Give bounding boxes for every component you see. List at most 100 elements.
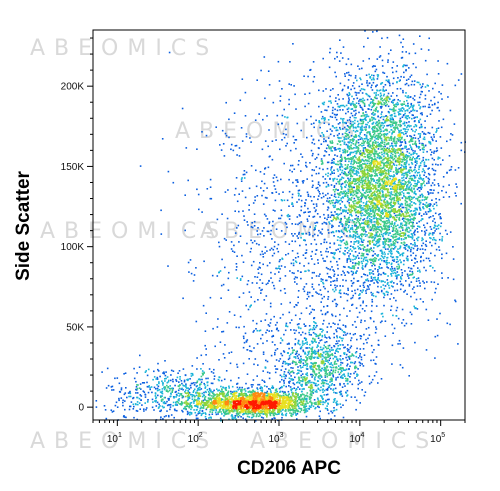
data-point — [390, 281, 393, 284]
data-point — [280, 178, 282, 181]
data-point — [326, 352, 329, 354]
data-point — [199, 407, 202, 410]
data-point — [246, 415, 249, 418]
data-point — [385, 134, 388, 136]
data-point — [381, 153, 383, 156]
data-point — [372, 121, 375, 124]
data-point — [271, 192, 274, 194]
data-point — [342, 376, 344, 379]
data-point — [326, 161, 329, 164]
data-point — [319, 216, 321, 218]
data-point — [424, 248, 427, 251]
data-point — [175, 393, 178, 396]
data-point — [390, 144, 393, 147]
data-point — [325, 382, 328, 385]
data-point — [406, 273, 409, 276]
data-point — [395, 164, 398, 167]
data-point — [378, 279, 381, 282]
data-point — [414, 207, 416, 210]
data-point — [319, 410, 321, 413]
data-point — [344, 346, 346, 349]
data-point — [345, 224, 347, 226]
data-point — [339, 159, 341, 162]
data-point — [407, 102, 409, 105]
data-point — [281, 375, 283, 378]
data-point — [353, 122, 356, 125]
data-point — [172, 404, 174, 407]
data-point — [349, 116, 351, 119]
data-point — [386, 262, 388, 264]
data-point — [283, 162, 285, 165]
data-point — [166, 410, 168, 412]
data-point — [350, 396, 353, 398]
data-point — [201, 372, 204, 375]
data-point — [373, 320, 375, 323]
data-point — [400, 223, 402, 226]
data-point — [221, 129, 224, 132]
data-point — [416, 110, 418, 112]
data-point — [416, 249, 418, 251]
data-point — [190, 375, 193, 377]
data-point — [335, 289, 337, 291]
data-point — [307, 193, 310, 196]
data-point — [337, 327, 339, 329]
data-point — [423, 174, 425, 176]
data-point — [340, 236, 343, 238]
data-point — [397, 251, 399, 253]
data-point — [281, 416, 283, 419]
data-point — [433, 281, 436, 284]
data-point — [274, 188, 277, 190]
data-point — [263, 173, 266, 175]
data-point — [352, 186, 355, 189]
data-point — [366, 137, 368, 140]
data-point — [350, 88, 352, 91]
data-point — [332, 252, 335, 254]
data-point — [404, 130, 406, 133]
data-point — [428, 232, 431, 235]
data-point — [259, 171, 262, 173]
data-point — [273, 287, 276, 290]
data-point — [184, 374, 187, 377]
data-point — [406, 64, 408, 67]
data-point — [311, 308, 314, 311]
data-point — [348, 358, 351, 360]
data-point — [405, 121, 408, 124]
data-point — [401, 211, 403, 213]
data-point — [278, 413, 280, 415]
data-point — [396, 256, 399, 258]
data-point — [437, 156, 440, 159]
data-point — [235, 418, 237, 420]
data-point — [306, 191, 309, 194]
data-point — [288, 215, 291, 217]
data-point — [302, 349, 304, 352]
data-point — [333, 332, 335, 335]
data-point — [292, 367, 294, 369]
data-point — [366, 253, 368, 255]
data-point — [221, 391, 223, 393]
data-point — [307, 207, 309, 210]
data-point — [167, 170, 170, 173]
data-point — [381, 59, 384, 62]
data-point — [309, 328, 312, 331]
data-point — [138, 366, 141, 368]
data-point — [125, 416, 127, 419]
data-point — [390, 125, 392, 128]
data-point — [144, 371, 147, 373]
data-point — [339, 393, 342, 396]
data-point — [205, 354, 207, 356]
data-point — [381, 111, 383, 113]
data-point — [431, 244, 433, 247]
data-point — [256, 387, 258, 389]
data-point — [330, 349, 333, 351]
data-point — [317, 181, 320, 183]
data-point — [189, 414, 191, 416]
data-point — [415, 129, 417, 131]
data-point — [416, 174, 418, 177]
data-point — [332, 357, 335, 360]
data-point — [348, 197, 351, 200]
data-point — [296, 413, 299, 415]
data-point — [311, 362, 313, 365]
data-point — [314, 353, 317, 355]
data-point — [365, 263, 367, 265]
data-point — [332, 349, 334, 351]
